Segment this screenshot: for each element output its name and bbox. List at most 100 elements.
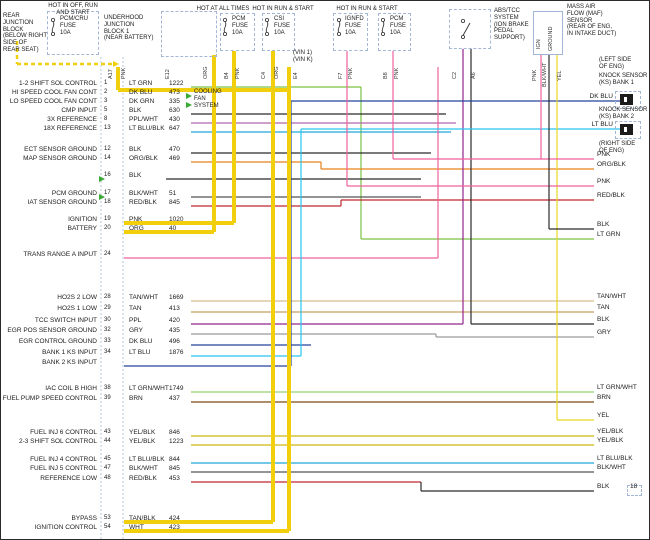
pcm-wire-color: RED/BLK <box>129 199 157 206</box>
wire-color-label-right: 18 <box>630 483 638 490</box>
pcm-pin-number: 29 <box>104 305 111 311</box>
pcm-circuit-number: 1222 <box>169 80 184 87</box>
pcm-row-label: ECT SENSOR GROUND <box>24 146 97 153</box>
pcm-circuit-number: 470 <box>169 146 180 153</box>
pcm-circuit-number: 844 <box>169 456 180 463</box>
pcm-wire-color: TAN/BLK <box>129 515 156 522</box>
pcm-pin-number: 19 <box>104 216 111 222</box>
pcm-circuit-number: 453 <box>169 475 180 482</box>
fuse-icon <box>380 17 385 36</box>
pcm-fuse-2-box <box>378 13 411 51</box>
pcm-circuit-number: 496 <box>169 338 180 345</box>
hot-in-run-start-1-label: HOT IN RUN & START <box>252 6 314 12</box>
pcm-row-label: MAP SENSOR GROUND <box>23 155 97 162</box>
pcm-circuit-number: 1749 <box>169 385 184 392</box>
wire-color-label-right: LT BLU/BLK <box>597 455 633 462</box>
pcm-circuit-number: 420 <box>169 317 180 324</box>
pcm-circuit-number: 630 <box>169 107 180 114</box>
fuse-icon <box>51 17 56 36</box>
wire-color-label-right: BLK <box>597 483 610 490</box>
pcm-row-label: IGNITION CONTROL <box>34 524 97 531</box>
pcm-wire-color: TAN/WHT <box>129 294 159 301</box>
pcm-circuit-number: 1223 <box>169 438 184 445</box>
cooling-fan-system-label: COOLING FAN SYSTEM <box>194 89 222 109</box>
pcm-wire-color: LT BLU/BLK <box>129 456 165 463</box>
pcm-wire-color: WHT <box>129 524 144 531</box>
arrow-icon <box>186 93 192 99</box>
wire-color-label-right: YEL <box>597 412 610 419</box>
connector-pin-label: PNK <box>235 67 241 79</box>
hot-in-run-start-2-label: HOT IN RUN & START <box>336 6 398 12</box>
pcm-row-label: BANK 2 KS INPUT <box>42 359 97 366</box>
wire-color-label-right: DK BLU <box>589 93 613 100</box>
pcm-wire-color: YEL/BLK <box>129 438 156 445</box>
pcm-row-label: BYPASS <box>71 515 97 522</box>
pcm-row-label: PCM GROUND <box>51 190 97 197</box>
pcm-row-label: FUEL INJ 6 CONTROL <box>30 429 97 436</box>
pcm-pin-number: 48 <box>104 475 111 481</box>
connector-pin-label: PNK <box>532 69 538 81</box>
pcm-circuit-number: 845 <box>169 465 180 472</box>
pcm-pin-number: 8 <box>104 116 108 122</box>
pcm-row-label: BANK 1 KS INPUT <box>42 349 97 356</box>
wire-color-label-right: LT GRN/WHT <box>597 384 637 391</box>
pcm-pin-number: 53 <box>104 515 111 521</box>
pcm-circuit-number: 845 <box>169 199 180 206</box>
wire-color-label-right: GRY <box>597 329 611 336</box>
pcm-wire-color: BLK/WHT <box>129 465 158 472</box>
pcm-circuit-number: 473 <box>169 89 180 96</box>
pcm-wire-color: BLK <box>129 107 142 114</box>
pcm-circuit-number: 1669 <box>169 294 184 301</box>
pcm-row-label: BATTERY <box>67 225 97 232</box>
pcm-row-label: LO SPEED COOL FAN CONT <box>9 98 97 105</box>
ks-bank-1-label: KNOCK SENSOR (KS) BANK 1 <box>599 73 648 86</box>
pcm-fuse-2-label: PCM FUSE 10A <box>390 16 407 36</box>
pcm-row-label: CMP INPUT <box>61 107 97 114</box>
pcm-pin-number: 33 <box>104 338 111 344</box>
pcm-pin-number: 32 <box>104 327 111 333</box>
pcm-circuit-number: 424 <box>169 515 180 522</box>
connector-pin-label: C2 <box>452 72 458 79</box>
wire-color-label-right: BLK <box>597 316 610 323</box>
knock-sensor-1-mark <box>624 97 627 102</box>
pcm-wire-color: ORG/BLK <box>129 155 158 162</box>
pcm-row-label: HO2S 2 LOW <box>57 294 97 301</box>
pcm-wire-color: PPL/WHT <box>129 116 158 123</box>
vin-1-label: (VIN 1) <box>293 50 313 56</box>
left-side-of-eng-label: (LEFT SIDE OF ENG) <box>599 57 632 70</box>
connector-pin-label: GROUND <box>548 27 554 51</box>
pcm-wire-color: YEL/BLK <box>129 429 156 436</box>
pcm-circuit-number: 435 <box>169 327 180 334</box>
vin-k-label: (VIN K) <box>293 57 313 63</box>
pcm-pin-number: 1 <box>104 80 108 86</box>
connector-pin-label: E12 <box>165 69 171 79</box>
connector-pin-label: C4 <box>261 72 267 79</box>
pcm-row-label: FUEL PUMP SPEED CONTROL <box>2 395 97 402</box>
connector-pin-label: B8 <box>383 72 389 79</box>
knock-sensor-2-mark <box>624 127 627 132</box>
pcm-pin-number: 45 <box>104 456 111 462</box>
pcm-pin-number: 18 <box>104 199 111 205</box>
right-side-of-eng-label: (RIGHT SIDE OF ENG) <box>599 141 636 154</box>
pcm-circuit-number: 430 <box>169 116 180 123</box>
csi-fuse-label: CSI FUSE 10A <box>274 16 291 36</box>
hot-at-all-times-label: HOT AT ALL TIMES <box>196 6 250 12</box>
pcm-wire-color: LT BLU <box>129 349 151 356</box>
pcm-wire-color: BLK/WHT <box>129 190 158 197</box>
pcm-wire-color: BLK <box>129 172 142 179</box>
pcm-pin-number: 5 <box>104 107 108 113</box>
pcm-row-label: IAC COIL B HIGH <box>45 385 97 392</box>
pcm-circuit-number: 1020 <box>169 216 184 223</box>
pcm-row-label: 18X REFERENCE <box>43 125 97 132</box>
pcm-pin-number: 28 <box>104 294 111 300</box>
connector-pin-label: PNK <box>394 67 400 79</box>
arrow-icon <box>186 102 192 108</box>
abs-tcc-box <box>449 9 491 49</box>
pcm-circuit-number: 51 <box>169 190 177 197</box>
underhood-junction-block-label: UNDERHOOD JUNCTION BLOCK 1 (NEAR BATTERY… <box>104 15 154 42</box>
pin-18-box <box>627 485 642 496</box>
pcm-cru-fuse-label: PCM/CRU FUSE 10A <box>60 16 88 36</box>
pcm-row-label: HO2S 1 LOW <box>57 305 97 312</box>
pcm-wire-color: BLK <box>129 146 142 153</box>
pcm-pin-number: 2 <box>104 89 108 95</box>
